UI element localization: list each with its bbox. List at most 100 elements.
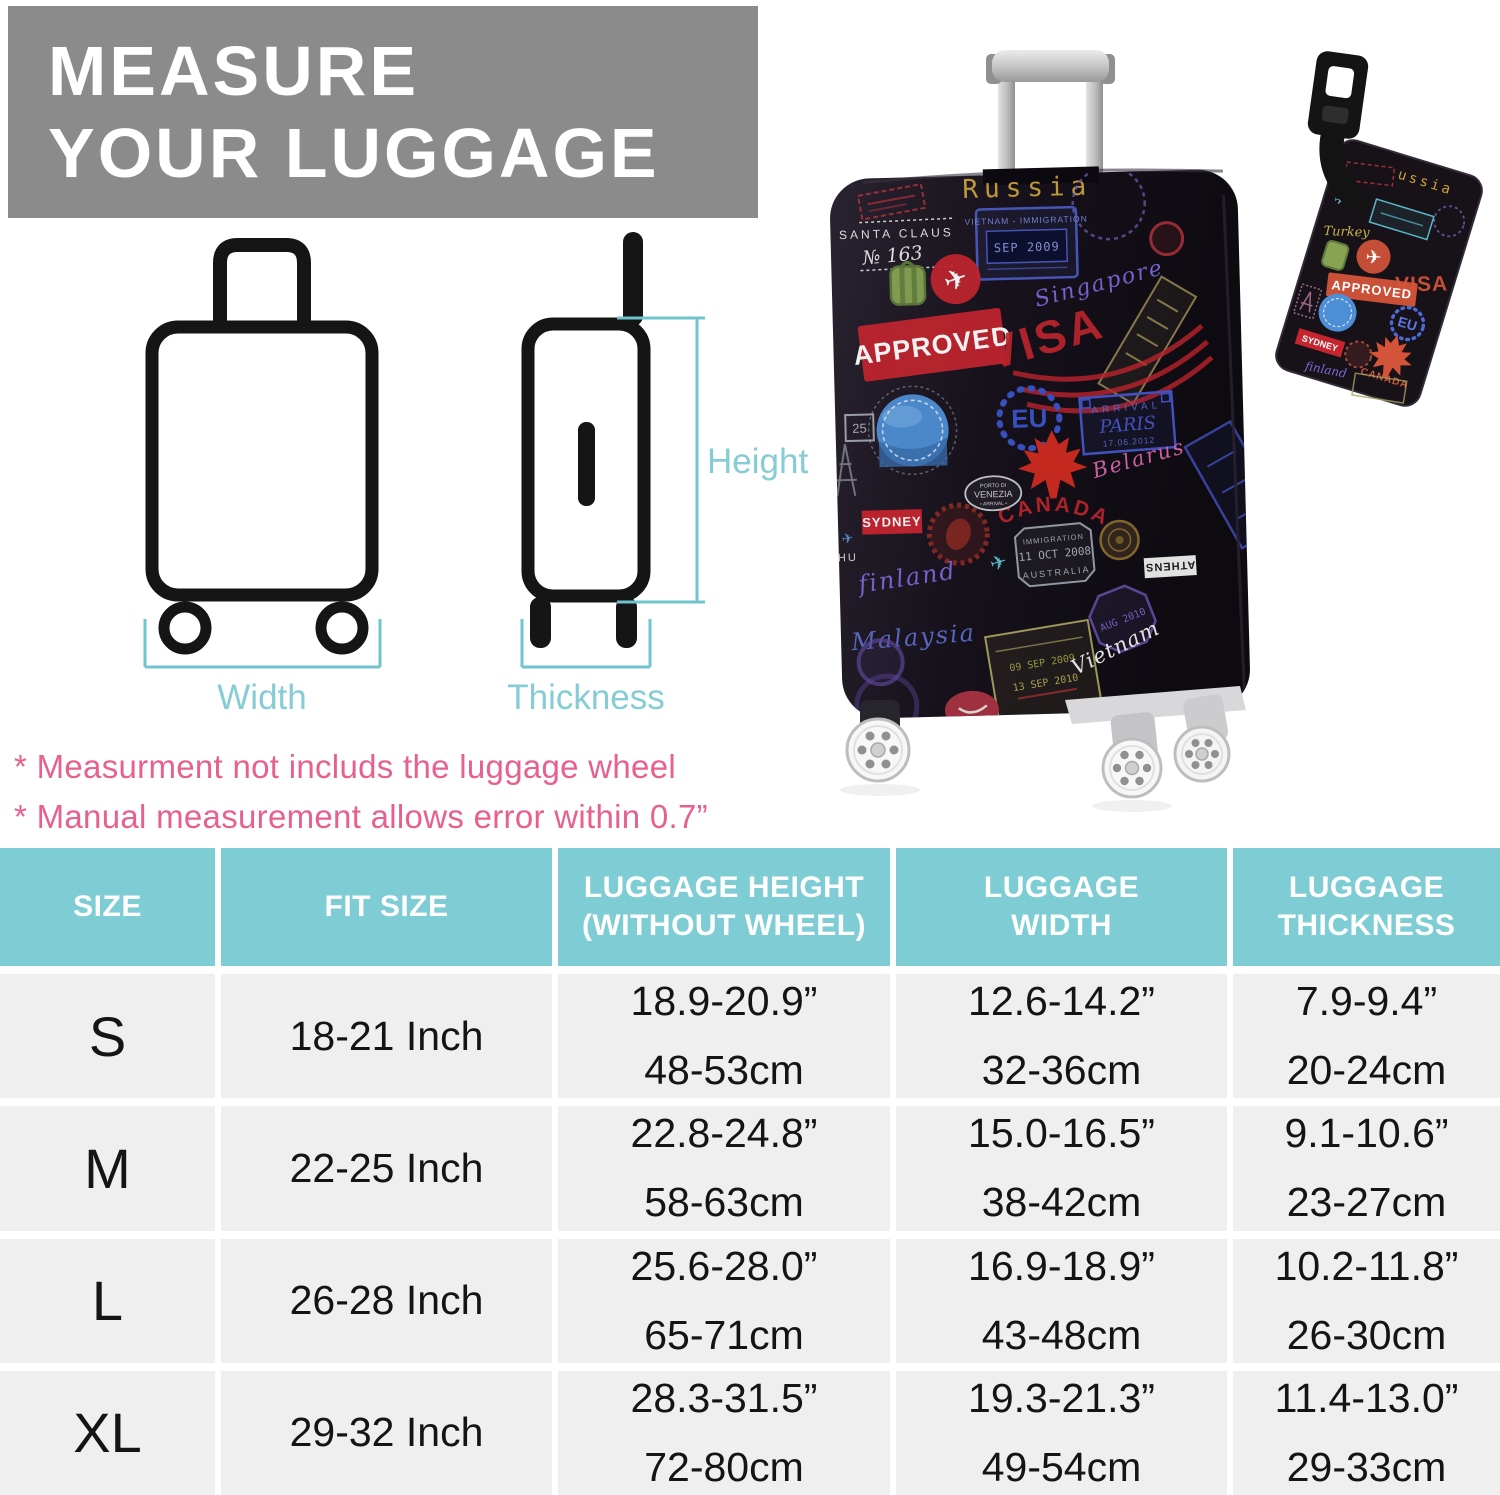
width-label: Width — [217, 678, 306, 717]
table-row-xl-height: 28.3-31.5” 72-80cm — [558, 1370, 890, 1495]
note-line-2: * Manual measurement allows error within… — [14, 798, 708, 835]
stamp-chu: CHU — [828, 552, 858, 565]
stamp-purple-round-2 — [854, 673, 920, 720]
table-row-l-fit: 26-28 Inch — [221, 1238, 552, 1363]
tag-khaki-box — [1351, 372, 1408, 404]
spinner-wheel — [845, 717, 911, 783]
svg-text:SEP 2009: SEP 2009 — [994, 239, 1060, 255]
thickness-measure-line — [520, 619, 652, 669]
luggage-front-outline — [145, 238, 379, 655]
table-row-l-size: L — [0, 1238, 215, 1363]
tag-eiffel — [1292, 283, 1323, 320]
eiffel-tower-icon — [834, 443, 857, 497]
cover-stamp-pattern: Russia SANTA CLAUS № 163 VIETNAM - IMMIG… — [828, 168, 1251, 720]
svg-text:SANTA CLAUS: SANTA CLAUS — [839, 225, 954, 242]
table-row-m-size: M — [0, 1106, 215, 1231]
title-banner: MEASURE YOUR LUGGAGE — [8, 6, 758, 218]
svg-text:VENEZIA: VENEZIA — [974, 489, 1013, 500]
svg-text:ATHENS: ATHENS — [1145, 558, 1196, 573]
tag-blue-box — [1368, 198, 1435, 241]
product-photo: Russia SANTA CLAUS № 163 VIETNAM - IMMIG… — [828, 50, 1483, 812]
header-luggage-height: LUGGAGE HEIGHT (WITHOUT WHEEL) — [558, 848, 890, 966]
stamp-25: 25 — [844, 413, 875, 443]
table-row-xl-size: XL — [0, 1370, 215, 1495]
header-fit-size: FIT SIZE — [221, 848, 552, 966]
table-row-xl-width: 19.3-21.3” 49-54cm — [896, 1370, 1227, 1495]
luggage-side-outline — [521, 232, 651, 648]
table-row-s-size: S — [0, 974, 215, 1099]
plane-icon: ✈ — [1365, 247, 1382, 269]
spinner-wheel — [1173, 725, 1231, 783]
stamp-sydney: SYDNEY — [861, 509, 923, 535]
width-measure-line — [143, 619, 382, 669]
tag-green-case — [1321, 240, 1350, 271]
table-row-xl-thickness: 11.4-13.0” 29-33cm — [1233, 1370, 1500, 1495]
table-row-l-thickness: 10.2-11.8” 26-30cm — [1233, 1238, 1500, 1363]
spinner-wheel — [1101, 737, 1163, 799]
table-row-s-height: 18.9-20.9” 48-53cm — [558, 974, 890, 1099]
stamp-red-plane-circle: ✈ — [930, 254, 981, 305]
table-row-s-width: 12.6-14.2” 32-36cm — [896, 974, 1227, 1099]
header-luggage-thickness: LUGGAGE THICKNESS — [1233, 848, 1500, 966]
stamp-australia: IMMIGRATION 11 OCT 2008 AUSTRALIA — [1013, 522, 1096, 588]
telescopic-handle-icon — [986, 50, 1115, 182]
stamp-venezia: PORTO DI VENEZIA • ARRIVAL • — [964, 475, 1023, 512]
base-rail — [1065, 686, 1246, 724]
table-row-s-thickness: 7.9-9.4” 20-24cm — [1233, 974, 1500, 1099]
stamp-vietnam-immigration: VIETNAM - IMMIGRATION SEP 2009 — [964, 205, 1088, 281]
spinner-wheels — [840, 686, 1246, 812]
table-row-m-thickness: 9.1-10.6” 23-27cm — [1233, 1106, 1500, 1231]
table-row-m-height: 22.8-24.8” 58-63cm — [558, 1106, 890, 1231]
measurement-diagram: Width Thickness Height — [143, 232, 808, 717]
svg-text:EU: EU — [1011, 403, 1048, 434]
size-chart-table: SIZE FIT SIZE LUGGAGE HEIGHT (WITHOUT WH… — [0, 848, 1500, 1495]
stamp-eu: EU — [996, 385, 1063, 452]
header-size: SIZE — [0, 848, 215, 966]
header-luggage-width: LUGGAGE WIDTH — [896, 848, 1227, 966]
stamp-red-blob — [944, 690, 999, 720]
stamp-red-circle-small — [1149, 221, 1185, 257]
stamp-purple-round — [856, 638, 905, 687]
measurement-notes: * Measurment not includs the luggage whe… — [14, 742, 708, 842]
plane-icon: ✈ — [987, 550, 1009, 576]
plane-icon: ✈ — [840, 529, 855, 547]
stamp-blue-globe — [867, 385, 958, 476]
svg-text:EU: EU — [1396, 313, 1419, 334]
height-label: Height — [707, 442, 808, 481]
height-measure-line — [617, 316, 705, 604]
svg-text:PARIS: PARIS — [1098, 413, 1157, 438]
svg-text:17.06.2012: 17.06.2012 — [1102, 435, 1155, 449]
tag-red-plane: ✈ — [1356, 239, 1391, 274]
luggage-tag: ussia ✈ Turkey ✈ VISA APPR — [1275, 51, 1483, 407]
table-row-xl-fit: 29-32 Inch — [221, 1370, 552, 1495]
svg-text:VIETNAM - IMMIGRATION: VIETNAM - IMMIGRATION — [964, 214, 1088, 227]
title-line-1: MEASURE — [48, 32, 420, 110]
thickness-label: Thickness — [507, 678, 665, 717]
stamp-paris: ARRIVAL PARIS 17.06.2012 — [1078, 389, 1177, 456]
stamp-gear-circle — [926, 502, 990, 566]
table-row-m-fit: 22-25 Inch — [221, 1106, 552, 1231]
stamp-brown-ornate — [1099, 519, 1140, 561]
tag-body: ussia ✈ Turkey ✈ VISA APPR — [1275, 139, 1483, 407]
stamp-purple-circle — [1071, 168, 1146, 241]
svg-text:• ARRIVAL •: • ARRIVAL • — [980, 501, 1007, 508]
table-row-s-fit: 18-21 Inch — [221, 974, 552, 1099]
stamp-athens: ATHENS — [1143, 555, 1197, 579]
stamp-red-blob-mark — [958, 704, 988, 714]
stamp-santa-claus: SANTA CLAUS № 163 — [839, 217, 956, 272]
stamp-russia: Russia — [962, 172, 1093, 205]
luggage-cover-body: Russia SANTA CLAUS № 163 VIETNAM - IMMIG… — [828, 166, 1251, 720]
stamp-purple-octagon: AUG 2010 — [1088, 584, 1158, 654]
table-row-l-width: 16.9-18.9” 43-48cm — [896, 1238, 1227, 1363]
green-luggage-icon — [889, 260, 927, 306]
zipper-seam — [1222, 195, 1247, 707]
tag-blue-globe — [1318, 293, 1357, 332]
title-line-2: YOUR LUGGAGE — [48, 114, 660, 192]
svg-text:PORTO DI: PORTO DI — [980, 483, 1007, 490]
svg-text:ARRIVAL: ARRIVAL — [1091, 400, 1162, 416]
stamp-approved: APPROVED — [851, 307, 1014, 382]
svg-text:SYDNEY: SYDNEY — [862, 514, 922, 531]
tag-eu: EU — [1389, 305, 1426, 342]
note-line-1: * Measurment not includs the luggage whe… — [14, 748, 676, 785]
table-row-l-height: 25.6-28.0” 65-71cm — [558, 1238, 890, 1363]
